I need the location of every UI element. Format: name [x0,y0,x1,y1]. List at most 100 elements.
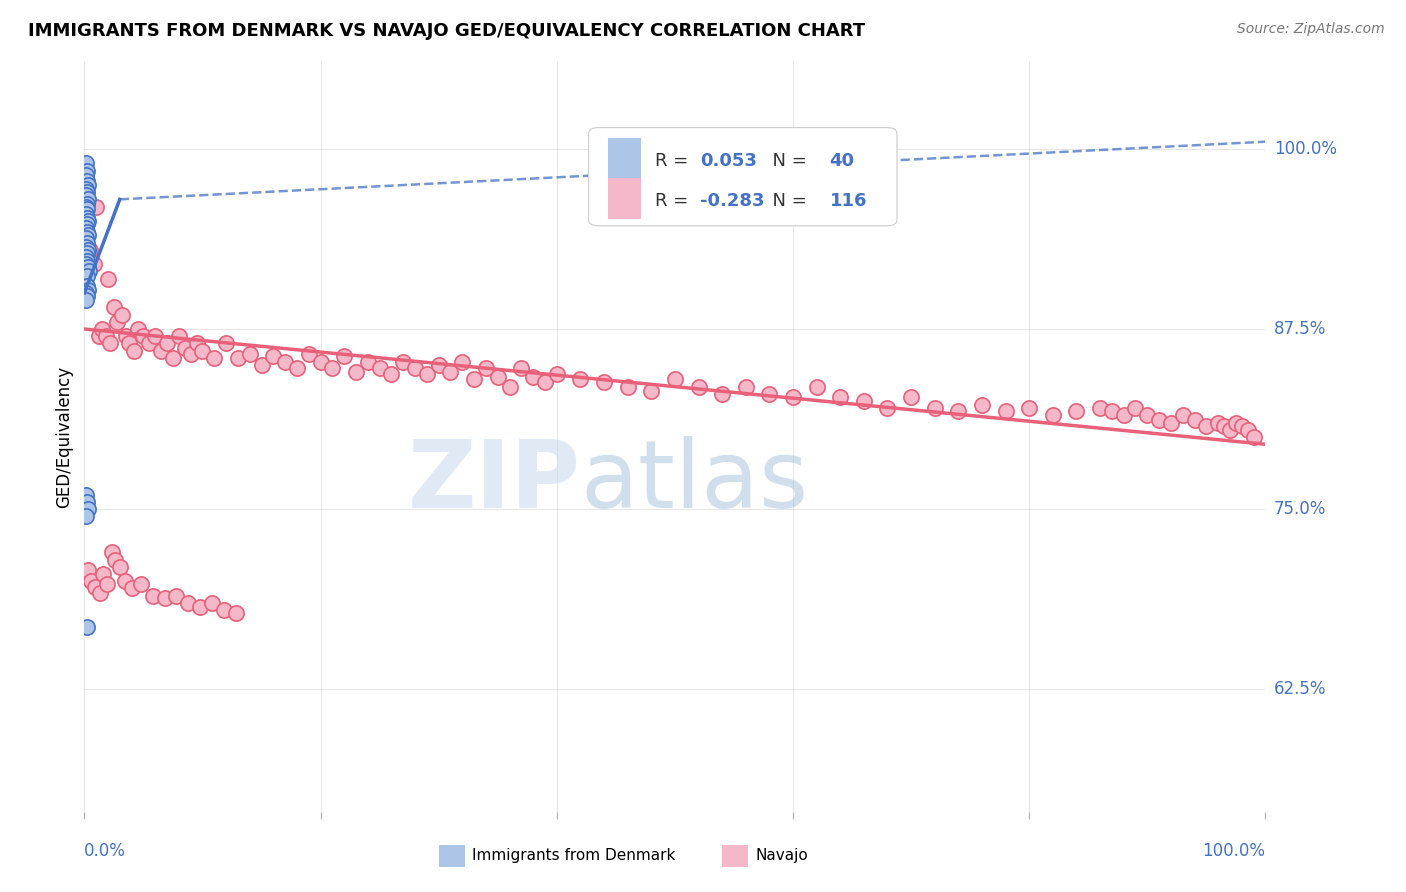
Point [75,488,97,502]
Point [1213,418,1236,433]
Point [522,369,544,384]
Point [76,196,98,211]
Point [191,343,214,358]
Point [75,207,97,221]
Point [758,387,780,401]
Point [215,336,238,351]
Point [1184,413,1206,427]
Point [156,336,179,351]
Point [91,322,114,336]
Point [416,367,439,381]
Point [212,603,235,617]
Point [202,351,225,365]
Point [180,346,202,360]
Point [76,254,98,268]
Point [91,566,114,581]
Point [75,156,97,170]
Point [344,365,367,379]
Point [75,240,97,254]
Point [84,580,107,594]
Point [104,552,127,566]
Point [108,559,131,574]
Point [1147,413,1170,427]
Point [89,585,111,599]
Point [368,360,391,375]
Point [75,257,97,271]
Point [76,211,98,225]
FancyBboxPatch shape [589,128,897,226]
Point [830,390,852,404]
Point [226,351,249,365]
Point [75,168,97,182]
Point [1066,404,1088,418]
Point [1101,404,1123,418]
Point [76,620,98,634]
Point [79,243,101,257]
Text: 100.0%: 100.0% [1202,842,1265,860]
Point [114,329,136,343]
Point [75,231,97,245]
Point [225,606,247,620]
Text: IMMIGRANTS FROM DENMARK VS NAVAJO GED/EQUIVALENCY CORRELATION CHART: IMMIGRANTS FROM DENMARK VS NAVAJO GED/EQ… [28,22,865,40]
Point [188,600,211,615]
Text: atlas: atlas [581,436,808,528]
Point [75,188,97,202]
Point [569,372,592,386]
Point [1136,409,1159,423]
Bar [607,178,641,219]
Point [711,387,734,401]
Point [688,379,710,393]
Text: 100.0%: 100.0% [1274,140,1337,158]
Point [77,214,100,228]
Point [76,163,98,178]
Point [166,589,188,603]
Point [321,360,343,375]
Point [1236,423,1258,437]
Point [84,200,107,214]
Point [876,401,898,416]
Point [118,336,141,351]
Point [76,289,98,303]
Point [1125,401,1147,416]
Point [664,372,686,386]
Point [1171,409,1194,423]
Text: 87.5%: 87.5% [1274,320,1326,338]
Point [83,257,105,271]
Point [546,367,568,381]
Point [380,367,402,381]
Point [994,404,1017,418]
Point [1042,409,1064,423]
Point [970,398,993,412]
Point [94,329,117,343]
Text: 116: 116 [830,192,868,210]
Text: N =: N = [761,192,813,210]
Point [75,250,97,264]
Point [122,343,145,358]
Point [76,173,98,187]
Point [498,379,520,393]
Point [76,217,98,231]
Point [486,369,509,384]
Point [262,350,284,364]
Point [75,509,97,524]
Point [103,301,125,315]
Point [75,285,97,300]
Point [142,589,165,603]
Point [77,264,100,278]
Y-axis label: GED/Equivalency: GED/Equivalency [55,366,73,508]
Point [76,245,98,260]
Point [76,202,98,217]
Text: 75.0%: 75.0% [1274,500,1326,518]
Point [129,577,152,591]
Bar [607,138,641,179]
Point [201,596,224,610]
Point [111,308,134,322]
Point [77,260,100,274]
Point [77,243,100,257]
Point [76,278,98,293]
Point [77,200,100,214]
Point [239,346,262,360]
Point [75,182,97,196]
Point [77,502,100,516]
Point [77,192,100,206]
